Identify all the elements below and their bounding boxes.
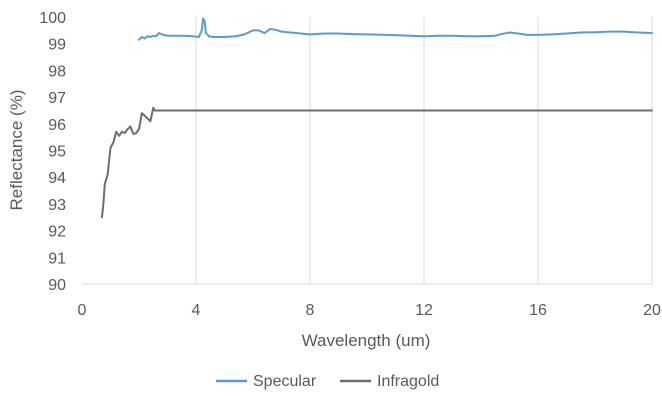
y-tick-label: 95: [48, 144, 66, 161]
y-tick-label: 97: [48, 90, 66, 107]
series-line-infragold: [100, 106, 653, 219]
grid-lines: [82, 17, 653, 285]
x-tick-label: 12: [415, 302, 433, 319]
y-tick-label: 90: [48, 277, 66, 294]
y-axis-title: Reflectance (%): [7, 90, 26, 211]
y-tick-label: 100: [39, 10, 66, 27]
y-tick-label: 96: [48, 117, 66, 134]
y-tick-label: 92: [48, 224, 66, 241]
x-tick-label: 20: [643, 302, 661, 319]
y-tick-label: 91: [48, 250, 66, 267]
y-axis-ticks: 90 91 92 93 94 95 96 97 98 99 100: [39, 10, 66, 294]
legend: Specular Infragold: [216, 373, 439, 390]
x-axis-ticks: 0 4 8 12 16 20: [78, 302, 661, 319]
y-tick-label: 99: [48, 37, 66, 54]
series-line-specular: [138, 17, 653, 41]
legend-label-infragold: Infragold: [377, 373, 439, 390]
legend-label-specular: Specular: [253, 373, 317, 390]
x-tick-label: 4: [192, 302, 201, 319]
x-axis-title: Wavelength (um): [302, 331, 431, 350]
x-tick-label: 0: [78, 302, 87, 319]
series-lines: [100, 17, 653, 219]
x-tick-label: 16: [529, 302, 547, 319]
y-tick-label: 94: [48, 170, 66, 187]
y-tick-label: 93: [48, 197, 66, 214]
y-tick-label: 98: [48, 63, 66, 80]
x-tick-label: 8: [306, 302, 315, 319]
